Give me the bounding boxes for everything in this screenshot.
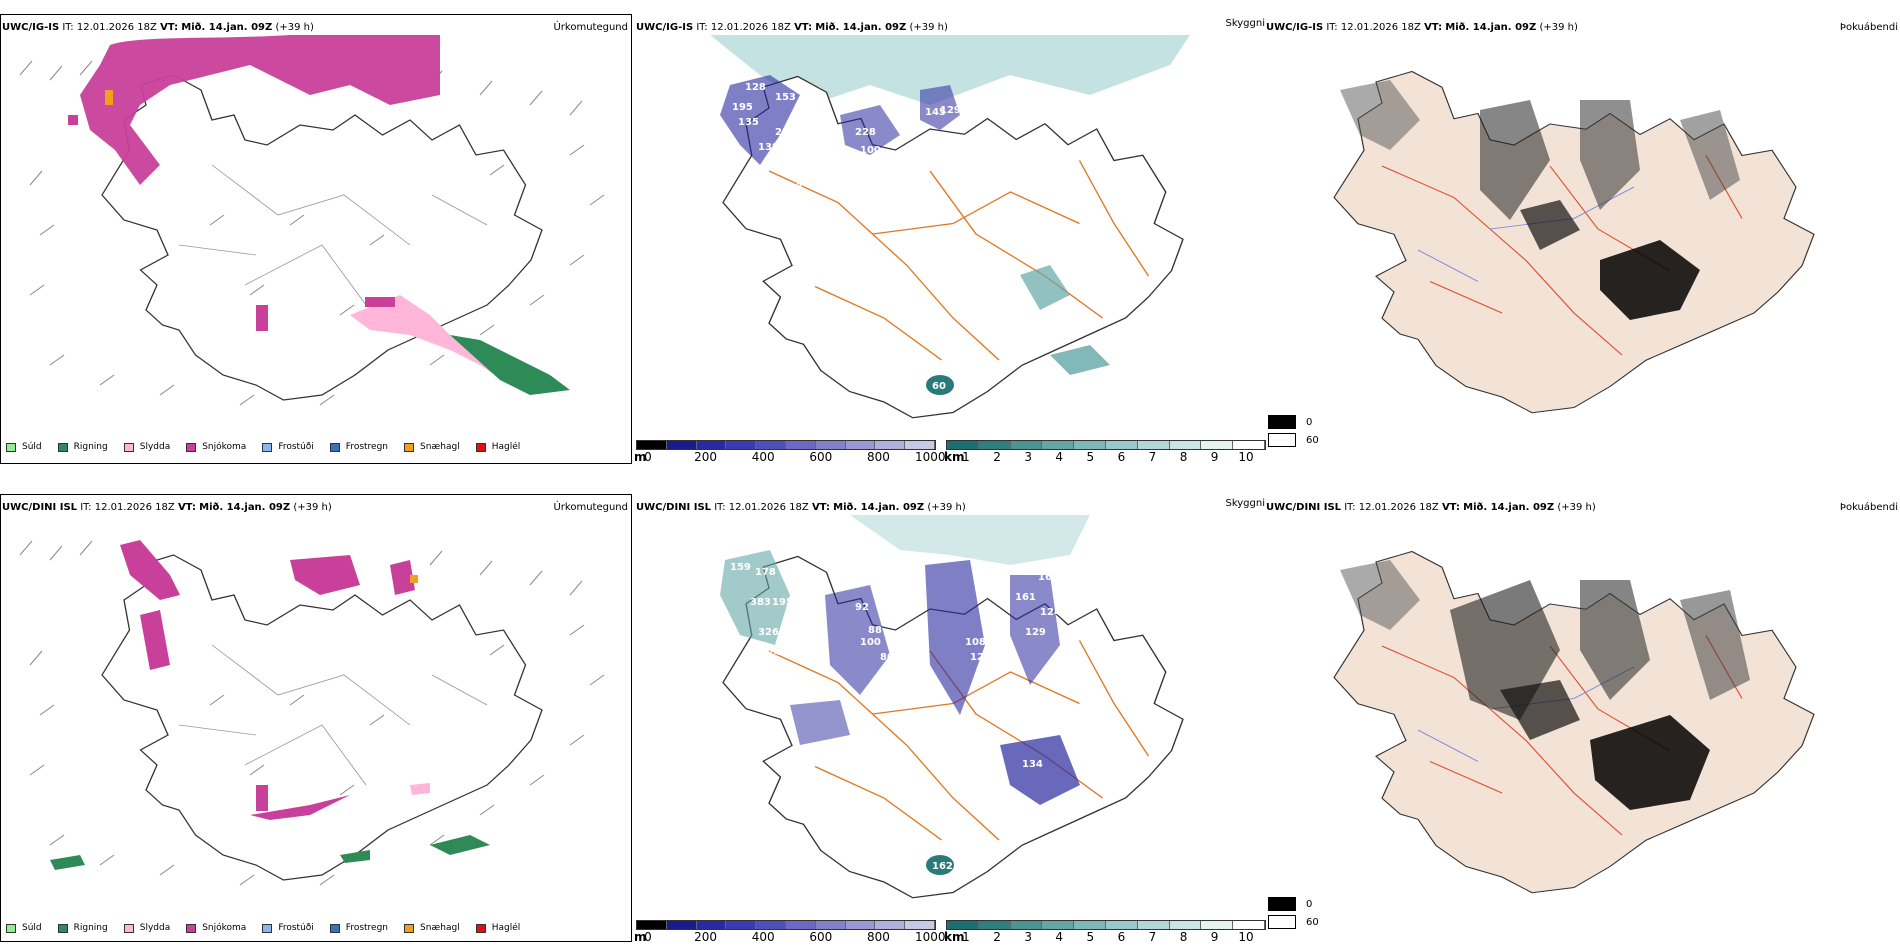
legend-item: Frostregn [329,923,388,933]
cloud-value: 88 [868,625,882,636]
cloud-value: 178 [755,567,776,578]
cloud-value: 160 [1038,572,1059,583]
panel-type-label: Þokuábendi [1839,502,1898,513]
legend-item: Haglél [475,442,520,452]
precip-map-bottom [19,540,605,886]
legend-item: Snjókoma [186,442,246,452]
legend-item: Rigning [57,442,108,452]
precip-legend-top: Súld Rigning Slydda Snjókoma Frostúði Fr… [6,440,536,454]
cloud-value: 121 [932,717,953,728]
cloud-value: 159 [730,562,751,573]
legend-item: Frostregn [329,442,388,452]
fog-legend-bottom: 0 60 [1268,895,1319,931]
precip-legend-bottom: Súld Rigning Slydda Snjókoma Frostúði Fr… [6,921,536,935]
cloud-value: 162 [932,861,953,872]
ceiling-ticks: 0 200 400 600 800 1000 [644,450,946,464]
cloud-value: 383 [750,597,771,608]
panel-title: UWC/DINI ISL IT: 12.01.2026 18Z VT: Mið.… [636,502,966,513]
panel-title: UWC/IG-IS IT: 12.01.2026 18Z VT: Mið. 14… [2,22,314,33]
cloud-value: 232 [775,127,796,138]
panel-title: UWC/IG-IS IT: 12.01.2026 18Z VT: Mið. 14… [1266,22,1578,33]
panel-title: UWC/DINI ISL IT: 12.01.2026 18Z VT: Mið.… [1266,502,1596,513]
precip-map-top [19,35,605,406]
cloud-value: 165 [800,127,821,138]
cloud-value: 195 [772,597,793,608]
ceiling-colorbar-bottom [636,920,936,930]
legend-item: Snæhagl [404,923,460,933]
cloud-value: 113 [782,182,803,193]
cloud-value: 108 [965,637,986,648]
panel-title: UWC/IG-IS IT: 12.01.2026 18Z VT: Mið. 14… [636,22,948,33]
legend-item: Snjókoma [186,923,246,933]
cloud-value: 134 [1022,759,1043,770]
cloud-value: 145 [925,107,946,118]
cloud-value: 60 [932,381,946,392]
visibility-unit: km [944,450,965,464]
legend-item: Rigning [57,923,108,933]
fog-legend-top: 0 60 [1268,413,1319,449]
fog-map-bottom [1333,550,1815,894]
cloud-value: 138 [758,142,779,153]
ceiling-unit: m [634,930,647,944]
visibility-colorbar-bottom [946,920,1266,930]
legend-item: Frostúði [262,442,314,452]
cloud-value: 100 [860,637,881,648]
legend-item: Slydda [123,923,170,933]
legend-item: Súld [6,923,42,933]
visibility-ticks: 1 2 3 4 5 6 7 8 9 10 [962,450,1254,464]
cloud-value: 124 [1040,607,1061,618]
legend-item: Súld [6,442,42,452]
ceiling-ticks: 0 200 400 600 800 1000 [644,930,946,944]
cloud-value: 129 [1025,627,1046,638]
legend-item: Snæhagl [404,442,460,452]
cloud-value: 128 [970,652,991,663]
cloud-value: 92 [855,602,869,613]
cloud-value: 129 [940,105,961,116]
ceiling-unit: m [634,450,647,464]
panel-title: UWC/DINI ISL IT: 12.01.2026 18Z VT: Mið.… [2,502,332,513]
panel-type-label: Úrkomutegund [553,22,628,33]
legend-item: Haglél [475,923,520,933]
legend-item: Slydda [123,442,170,452]
visibility-ticks: 1 2 3 4 5 6 7 8 9 10 [962,930,1254,944]
ceiling-map-bottom: 159 178 383 195 326 124 69 122 92 88 100… [720,515,1184,899]
cloud-value: 195 [732,102,753,113]
cloud-value: 128 [745,82,766,93]
visibility-colorbar-top [946,440,1266,450]
ceiling-map-top: 128 153 232 165 195 135 138 113 228 100 … [710,35,1190,419]
panel-type-label: Þokuábendi [1839,22,1898,33]
cloud-value: 116 [880,667,901,678]
cloud-value: 325 [970,697,991,708]
cloud-value: 124 [760,647,781,658]
cloud-value: 153 [775,92,796,103]
fog-map-top [1333,70,1815,414]
cloud-value: 326 [758,627,779,638]
cloud-value: 100 [860,145,881,156]
cloud-value: 135 [738,117,759,128]
ceiling-colorbar-top [636,440,936,450]
panel-type-label: Skyggni [1225,18,1265,29]
panel-type-label: Úrkomutegund [553,502,628,513]
cloud-value: 161 [1015,592,1036,603]
cloud-value: 69 [800,692,814,703]
cloud-value: 107 [1008,567,1029,578]
cloud-value: 122 [865,692,886,703]
legend-item: Frostúði [262,923,314,933]
visibility-unit: km [944,930,965,944]
panel-type-label: Skyggni [1225,498,1265,509]
cloud-value: 228 [855,127,876,138]
cloud-value: 80 [880,652,894,663]
